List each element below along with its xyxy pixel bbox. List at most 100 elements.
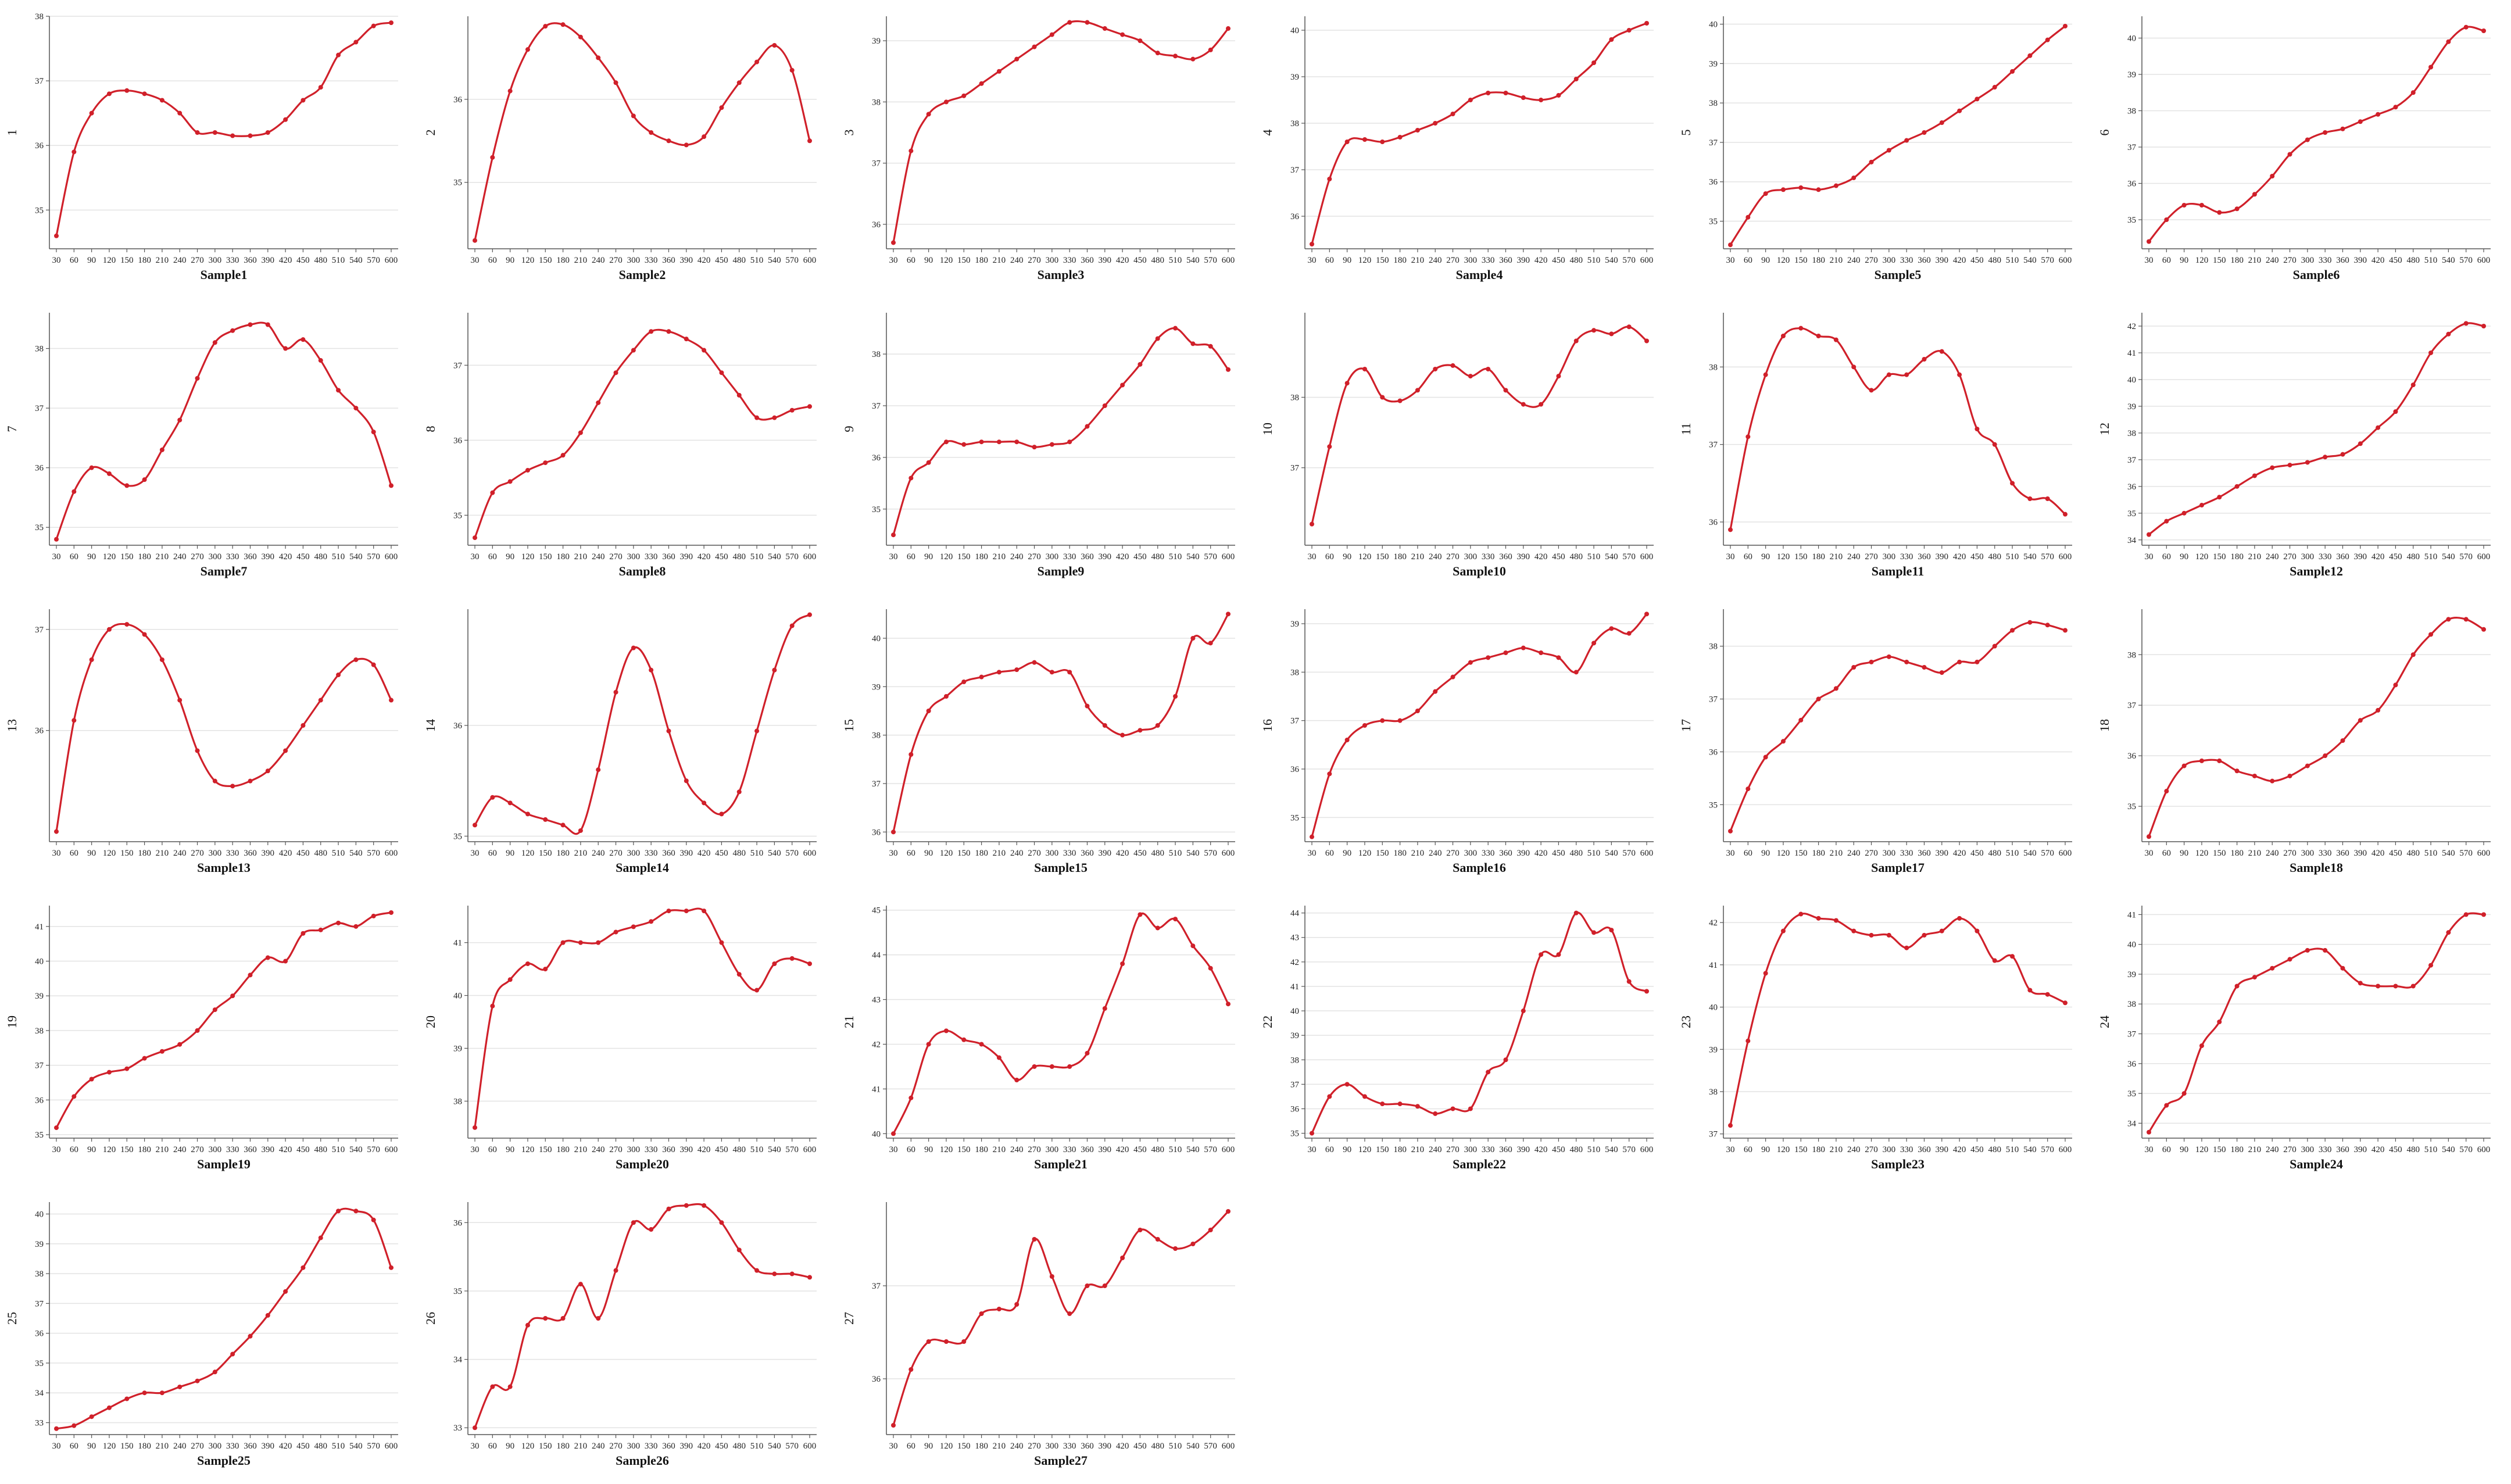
x-tick-label: 450: [296, 552, 310, 562]
x-tick-label: 60: [488, 1442, 497, 1451]
data-point: [1085, 20, 1090, 25]
x-tick-label: 120: [103, 1442, 116, 1451]
x-tick-label: 360: [1499, 552, 1512, 562]
data-point: [1120, 382, 1125, 388]
x-tick-label: 390: [262, 849, 275, 858]
x-tick-label: 330: [645, 849, 658, 858]
data-point: [891, 532, 896, 538]
x-tick-label: 600: [1222, 552, 1235, 562]
data-point: [1433, 366, 1438, 371]
data-point: [1644, 612, 1649, 617]
data-point: [106, 1070, 112, 1075]
x-tick-label: 180: [138, 1145, 151, 1154]
data-point: [473, 535, 477, 541]
data-point: [2217, 1020, 2222, 1024]
y-tick-label: 39: [1290, 1031, 1299, 1040]
y-tick-label: 36: [35, 727, 44, 736]
x-tick-label: 390: [1099, 1442, 1112, 1451]
x-tick-label: 570: [367, 552, 380, 562]
x-tick-label: 570: [1622, 1145, 1636, 1154]
data-point: [124, 1396, 130, 1401]
x-tick-label: 300: [1883, 552, 1896, 562]
x-tick-label: 270: [1446, 552, 1460, 562]
x-tick-label: 300: [1464, 849, 1478, 858]
data-point: [649, 329, 654, 334]
x-tick-label: 300: [1046, 256, 1059, 265]
x-tick-label: 150: [539, 552, 552, 562]
x-tick-label: 390: [1517, 256, 1530, 265]
data-point: [666, 329, 671, 334]
x-tick-label: 420: [1953, 552, 1966, 562]
x-tick-label: 540: [2023, 1145, 2037, 1154]
x-tick-label: 60: [70, 256, 78, 265]
x-tick-label: 60: [907, 1145, 915, 1154]
data-point: [389, 20, 394, 26]
data-point: [1362, 137, 1367, 142]
series-line: [474, 328, 811, 539]
x-tick-label: 450: [2389, 1145, 2402, 1154]
chart-panel-21: 40 41 42 43 44 45 30 60 90 120 150 180 210 240 270 300 3…: [837, 889, 1256, 1186]
y-tick-label: 35: [1709, 800, 1718, 810]
chart-svg-9: 35 36 37 38 30 60 90 120 150 180 210 240 270 300 330 36…: [842, 313, 1235, 578]
x-tick-label: 270: [609, 849, 623, 858]
data-point: [1032, 445, 1037, 450]
data-point: [1344, 738, 1350, 742]
x-tick-label: 150: [539, 1145, 552, 1154]
series-line: [1311, 326, 1648, 525]
x-tick-label: 480: [1988, 256, 2001, 265]
x-tick-label: 540: [349, 1145, 363, 1154]
x-tick-label: 480: [1151, 849, 1164, 858]
x-tick-label: 90: [1761, 849, 1770, 858]
x-axis-label: Sample19: [197, 1157, 251, 1171]
data-point: [2287, 773, 2292, 778]
x-tick-label: 390: [680, 256, 693, 265]
x-tick-label: 90: [2180, 552, 2188, 562]
x-tick-label: 570: [1204, 1145, 1217, 1154]
x-tick-label: 240: [1847, 256, 1861, 265]
data-point: [613, 929, 618, 935]
y-tick-label: 36: [453, 1218, 463, 1228]
data-point: [891, 240, 896, 245]
chart-panel-3: 36 37 38 39 30 60 90 120 150 180 210 240 270 300 330 36…: [837, 0, 1256, 296]
chart-svg-26: 33 34 35 36 30 60 90 120 150 180 210 240 270 300 330 36…: [423, 1202, 817, 1468]
x-tick-label: 90: [1343, 256, 1351, 265]
x-tick-label: 150: [2213, 256, 2226, 265]
data-point: [1556, 655, 1561, 660]
x-tick-label: 60: [1325, 849, 1334, 858]
x-tick-label: 150: [539, 849, 552, 858]
x-tick-label: 450: [1970, 1145, 1984, 1154]
chart-panel-4: 36 37 38 39 40 30 60 90 120 150 180 210 240 270 300 330…: [1256, 0, 1674, 296]
x-tick-label: 90: [87, 1442, 96, 1451]
x-tick-label: 510: [332, 256, 345, 265]
data-point: [961, 1339, 967, 1344]
y-tick-label: 33: [35, 1418, 44, 1428]
x-tick-label: 510: [750, 552, 764, 562]
data-point: [336, 388, 341, 393]
x-tick-label: 570: [1204, 849, 1217, 858]
x-tick-label: 270: [1865, 849, 1878, 858]
x-tick-label: 600: [2059, 256, 2072, 265]
data-point: [1155, 51, 1160, 56]
x-tick-label: 420: [1535, 552, 1548, 562]
data-point: [2063, 1000, 2068, 1006]
x-tick-label: 510: [1587, 1145, 1601, 1154]
data-point: [1539, 402, 1544, 407]
data-point: [195, 130, 200, 135]
data-point: [666, 138, 671, 144]
chart-svg-10: 37 38 30 60 90 120 150 180 210 240 270 300 330 360 390…: [1260, 313, 1654, 578]
x-tick-label: 30: [471, 552, 480, 562]
x-tick-label: 120: [940, 849, 953, 858]
x-tick-label: 390: [680, 849, 693, 858]
data-point: [2428, 350, 2434, 355]
y-tick-label: 39: [35, 1240, 44, 1249]
y-axis-label: 25: [5, 1312, 19, 1325]
y-axis-label: 3: [842, 130, 856, 136]
y-tick-label: 35: [2127, 216, 2136, 225]
x-tick-label: 150: [2213, 552, 2226, 562]
data-point: [772, 961, 777, 966]
data-point: [106, 1405, 112, 1410]
x-tick-label: 270: [609, 552, 623, 562]
x-tick-label: 300: [1464, 1145, 1478, 1154]
y-tick-label: 36: [453, 721, 463, 731]
x-axis-label: Sample20: [616, 1157, 669, 1171]
